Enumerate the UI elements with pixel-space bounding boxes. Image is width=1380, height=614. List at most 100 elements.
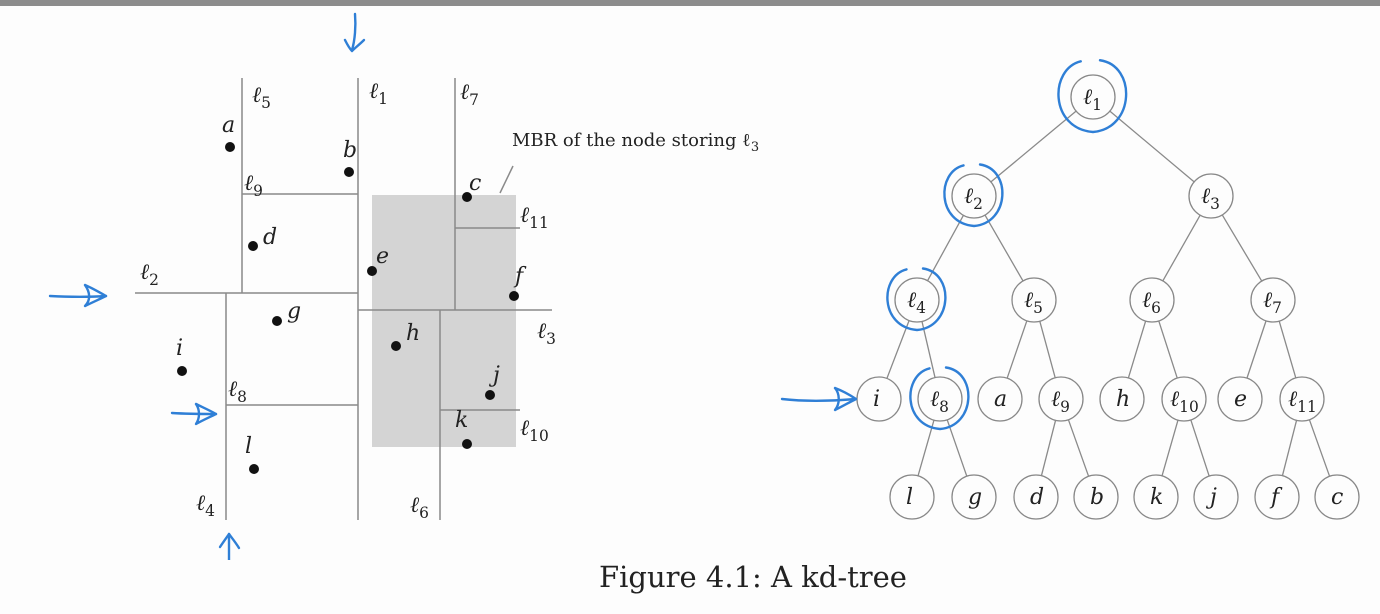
line-label-l10: ℓ10 (520, 416, 549, 445)
tree-edge-l10-j (1190, 419, 1210, 477)
tree-node-circle (917, 376, 963, 422)
tree-node-label: g (968, 485, 982, 510)
tree-edge-l9-b (1067, 419, 1090, 477)
line-label-l2: ℓ2 (140, 260, 159, 289)
tree-edge-l4-i (886, 320, 910, 379)
point-label-b: b (343, 138, 357, 163)
tree-node-l11: ℓ11 (1279, 376, 1325, 422)
tree-edge-l11-c (1308, 419, 1331, 477)
point-label-h: h (406, 321, 420, 346)
tree-edge-l5-a (1006, 320, 1028, 379)
tree-node-label: a (994, 387, 1007, 412)
annotation-arrow-node-i-head-icon (833, 386, 858, 412)
tree-edge-l6-h (1127, 320, 1147, 379)
point-k (462, 439, 472, 449)
tree-node-l7: ℓ7 (1250, 277, 1296, 323)
point-label-i: i (176, 336, 183, 361)
line-label-l3: ℓ3 (537, 319, 556, 348)
mbr-annotation: MBR of the node storing ℓ3 (512, 130, 759, 155)
point-f (509, 291, 519, 301)
tree-node-circle (1129, 277, 1175, 323)
tree-node-k: k (1133, 474, 1179, 520)
point-h (391, 341, 401, 351)
tree-node-circle (1073, 474, 1119, 520)
tree-node-circle (1279, 376, 1325, 422)
tree-node-l9: ℓ9 (1038, 376, 1084, 422)
tree-node-highlight-l8 (909, 366, 970, 431)
tree-node-l6: ℓ6 (1129, 277, 1175, 323)
line-label-l1: ℓ1 (369, 79, 388, 108)
tree-node-circle (1217, 376, 1263, 422)
tree-node-label: ℓ2 (964, 184, 983, 213)
tree-node-circle (1011, 277, 1057, 323)
tree-edge-l9-d (1040, 420, 1057, 476)
tree-node-label: ℓ6 (1142, 288, 1161, 317)
point-label-a: a (222, 113, 235, 138)
annotation-arrow-l8-head-icon (194, 402, 218, 426)
point-a (225, 142, 235, 152)
top-rule (0, 0, 1380, 6)
tree-node-i: i (856, 376, 902, 422)
tree-edge-l11-f (1281, 420, 1298, 476)
tree-edge-l5-l9 (1039, 321, 1056, 378)
tree-node-label: c (1331, 485, 1343, 510)
tree-node-circle (1013, 474, 1059, 520)
line-label-l6: ℓ6 (410, 493, 429, 522)
tree-node-l10: ℓ10 (1161, 376, 1207, 422)
annotation-arrow-l2-head-icon (83, 283, 108, 308)
tree-node-highlight-l1 (1057, 59, 1128, 134)
annotation-arrow-l8-icon (170, 411, 218, 416)
tree-node-a: a (977, 376, 1023, 422)
tree-edge-l1-l3 (1109, 110, 1195, 183)
point-label-d: d (263, 225, 277, 250)
tree-node-label: ℓ7 (1263, 288, 1282, 317)
tree-node-highlight-l2 (943, 163, 1004, 228)
tree-node-j: j (1193, 474, 1239, 520)
tree-node-circle (951, 173, 997, 219)
point-c (462, 192, 472, 202)
tree-node-circle (894, 277, 940, 323)
line-label-l8: ℓ8 (228, 377, 247, 406)
tree-node-b: b (1073, 474, 1119, 520)
annotation-arrow-top-down-icon (350, 12, 357, 52)
tree-node-l8: ℓ8 (909, 366, 970, 431)
tree-node-l1: ℓ1 (1057, 59, 1128, 134)
tree-node-circle (1161, 376, 1207, 422)
tree-node-circle (1133, 474, 1179, 520)
line-label-l11: ℓ11 (520, 203, 549, 232)
tree-node-e: e (1217, 376, 1263, 422)
tree-node-label: ℓ8 (930, 387, 949, 416)
tree-node-l2: ℓ2 (943, 163, 1004, 228)
annotation-arrow-l2-icon (48, 294, 108, 298)
point-b (344, 167, 354, 177)
tree-node-circle (977, 376, 1023, 422)
tree-node-label: b (1090, 485, 1104, 510)
tree-node-label: h (1116, 387, 1130, 412)
tree-node-circle (1314, 474, 1360, 520)
tree-node-label: ℓ4 (907, 288, 926, 317)
point-i (177, 366, 187, 376)
line-label-l4: ℓ4 (196, 491, 215, 520)
tree-edge-l2-l5 (984, 214, 1024, 282)
mbr-region (372, 195, 516, 447)
point-label-k: k (455, 408, 468, 433)
point-j (485, 390, 495, 400)
tree-node-circle (1070, 74, 1116, 120)
line-label-l5: ℓ5 (252, 83, 271, 112)
tree-node-label: k (1150, 485, 1163, 510)
kd-tree-structure: ℓ1 ℓ2 ℓ3 ℓ4 ℓ5 ℓ6 ℓ7 i ℓ8 a ℓ9 h ℓ10 e ℓ11 l g d b k j f c (856, 59, 1360, 520)
line-label-l9: ℓ9 (244, 171, 263, 200)
annotation-arrow-top-head-icon (343, 38, 366, 53)
tree-node-circle (1038, 376, 1084, 422)
tree-node-label: ℓ3 (1201, 184, 1220, 213)
point-label-c: c (469, 171, 481, 196)
tree-edge-l10-k (1161, 419, 1179, 477)
tree-node-d: d (1013, 474, 1059, 520)
tree-node-circle (1099, 376, 1145, 422)
kd-tree-figure: ℓ1 ℓ2 ℓ3 ℓ4 ℓ5 ℓ6 ℓ7 ℓ8 ℓ9 ℓ10 ℓ11 a b c d e f g h i j k l MB… (48, 12, 1360, 560)
tree-node-label: ℓ9 (1051, 387, 1070, 416)
tree-node-highlight-l4 (886, 267, 947, 332)
tree-edge-l7-l11 (1278, 320, 1297, 379)
tree-edge-l6-l10 (1158, 320, 1178, 379)
handwritten-annotations (48, 12, 858, 560)
